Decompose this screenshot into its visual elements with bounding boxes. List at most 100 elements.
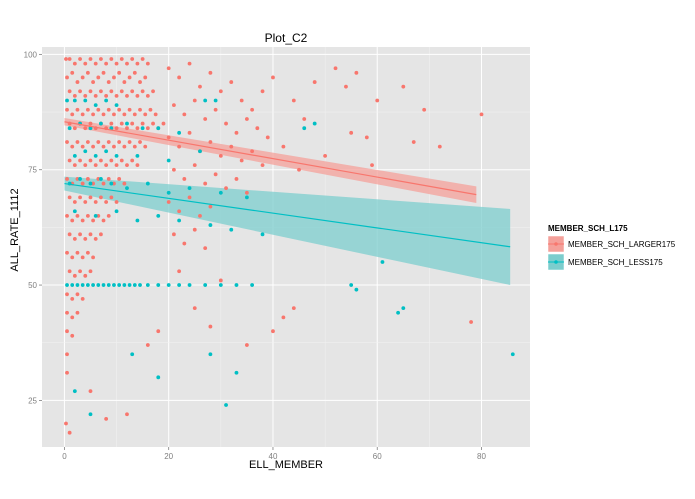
data-point <box>239 158 244 163</box>
legend-title: MEMBER_SCH_L175 <box>548 224 628 233</box>
data-point <box>65 329 69 334</box>
data-point <box>127 107 132 112</box>
data-point <box>151 89 155 94</box>
data-point <box>72 98 77 103</box>
data-point <box>119 57 124 61</box>
data-point <box>88 269 93 274</box>
data-point <box>83 200 88 204</box>
data-point <box>187 195 192 200</box>
data-point <box>109 181 114 186</box>
data-point <box>203 283 208 287</box>
data-point <box>70 315 75 320</box>
data-point <box>114 153 119 158</box>
data-point <box>143 144 148 149</box>
data-point <box>145 283 150 287</box>
data-point <box>67 158 72 163</box>
data-point <box>156 126 161 131</box>
data-point <box>80 218 85 223</box>
data-point <box>93 237 98 241</box>
data-point <box>198 213 202 218</box>
data-point <box>244 343 249 347</box>
data-point <box>65 370 69 375</box>
data-point <box>109 89 114 94</box>
data-point <box>411 140 416 144</box>
data-point <box>83 149 88 154</box>
x-axis-title: ELL_MEMBER <box>249 459 323 471</box>
data-point <box>72 153 77 158</box>
data-point <box>203 246 208 251</box>
data-point <box>65 213 69 218</box>
data-point <box>67 430 72 435</box>
data-point <box>91 144 95 149</box>
trend-line <box>64 182 511 248</box>
data-point <box>479 112 484 117</box>
data-point <box>143 112 148 117</box>
data-point <box>88 121 93 126</box>
data-point <box>198 84 202 89</box>
data-point <box>218 89 223 94</box>
data-point <box>106 177 111 181</box>
data-point <box>114 163 119 168</box>
data-point <box>80 283 85 287</box>
data-point <box>65 283 69 287</box>
data-point <box>119 89 124 94</box>
legend-key-point <box>554 260 558 264</box>
data-point <box>70 333 75 338</box>
data-point <box>109 126 114 131</box>
data-point <box>78 57 82 61</box>
data-point <box>70 144 75 149</box>
data-point <box>109 195 114 200</box>
data-point <box>234 370 239 375</box>
legend: MEMBER_SCH_L175 MEMBER_SCH_LARGER175MEMB… <box>547 224 676 271</box>
data-point <box>122 181 127 186</box>
data-point <box>130 57 135 61</box>
data-point <box>67 89 72 94</box>
data-point <box>182 241 187 246</box>
data-point <box>117 283 122 287</box>
legend-keys: MEMBER_SCH_LARGER175 MEMBER_SCH_LESS175 <box>547 235 676 271</box>
data-point <box>80 255 85 260</box>
data-point <box>354 70 359 75</box>
data-point <box>104 149 109 154</box>
data-point <box>93 103 98 108</box>
y-axis-title: ALL_RATE_1112 <box>9 188 21 271</box>
data-point <box>72 389 77 394</box>
data-point <box>396 310 400 315</box>
axis-ticks: 0 20 40 60 80 25 50 75 100 <box>24 50 487 461</box>
x-tick-label: 60 <box>373 452 382 461</box>
data-point <box>203 117 208 121</box>
data-point <box>135 153 140 158</box>
data-point <box>135 61 140 66</box>
data-point <box>117 70 122 75</box>
data-point <box>75 80 80 84</box>
data-point <box>130 158 135 163</box>
y-tick-label: 100 <box>24 50 38 59</box>
data-point <box>349 130 354 135</box>
data-point <box>70 218 75 223</box>
data-point <box>117 177 122 181</box>
data-point <box>78 158 82 163</box>
data-point <box>75 177 80 181</box>
data-point <box>229 144 234 149</box>
data-point <box>145 94 150 98</box>
data-point <box>70 255 75 260</box>
data-point <box>75 292 80 297</box>
data-point <box>106 80 111 84</box>
data-point <box>125 126 129 131</box>
data-point <box>130 121 135 126</box>
data-point <box>83 163 88 168</box>
legend-key-point <box>554 242 558 246</box>
data-point <box>172 232 176 237</box>
data-point <box>244 190 249 195</box>
y-tick-label: 50 <box>28 281 37 290</box>
data-point <box>93 61 98 66</box>
data-point <box>67 232 72 237</box>
data-point <box>127 283 132 287</box>
data-point <box>119 158 124 163</box>
data-point <box>67 57 72 61</box>
data-point <box>96 107 101 112</box>
data-point <box>244 195 249 200</box>
data-point <box>192 227 197 232</box>
data-point <box>250 149 255 154</box>
